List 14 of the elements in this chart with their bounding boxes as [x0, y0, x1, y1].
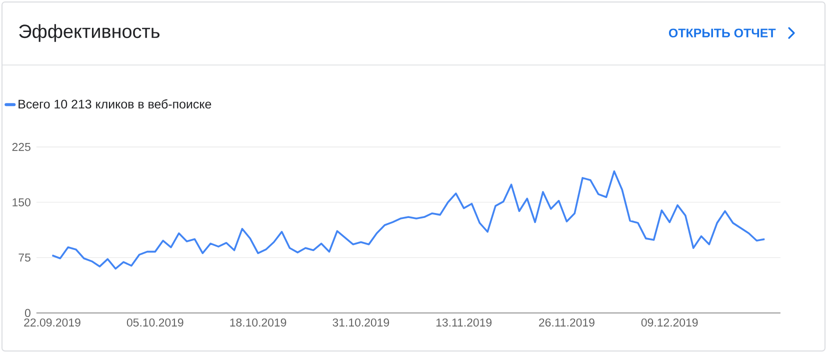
x-tick-label: 05.10.2019	[126, 318, 184, 327]
y-tick-label: 0	[24, 308, 30, 317]
x-tick-label: 18.10.2019	[230, 318, 286, 327]
x-tick-label: 26.11.2019	[539, 318, 594, 327]
chart-title: Эффективность	[19, 24, 160, 42]
x-tick-label: 31.10.2019	[332, 318, 390, 327]
x-tick-label: 22.09.2019	[24, 318, 80, 327]
y-tick-label: 75	[18, 254, 30, 262]
y-tick-label: 150	[12, 198, 30, 206]
x-tick-label: 09.12.2019	[641, 318, 698, 327]
legend-label: Всего 10 213 кликов в веб-поиске	[18, 99, 212, 109]
y-tick-label: 225	[12, 142, 30, 151]
x-tick-label: 13.11.2019	[436, 318, 492, 327]
text: ОТКРЫТЬ ОТЧЕТ	[668, 28, 776, 38]
